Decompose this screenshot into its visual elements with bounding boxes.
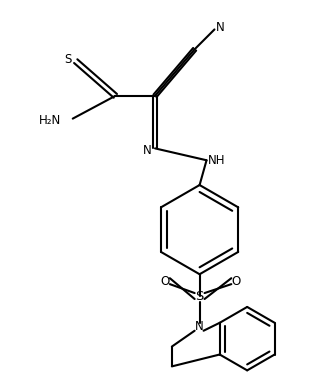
Text: S: S [64,53,72,66]
Text: N: N [143,144,151,157]
Text: S: S [195,290,204,302]
Text: NH: NH [208,154,225,167]
Text: N: N [216,21,225,34]
Text: O: O [160,275,169,288]
Text: H₂N: H₂N [39,114,61,127]
Text: O: O [232,275,241,288]
Text: N: N [195,320,204,333]
